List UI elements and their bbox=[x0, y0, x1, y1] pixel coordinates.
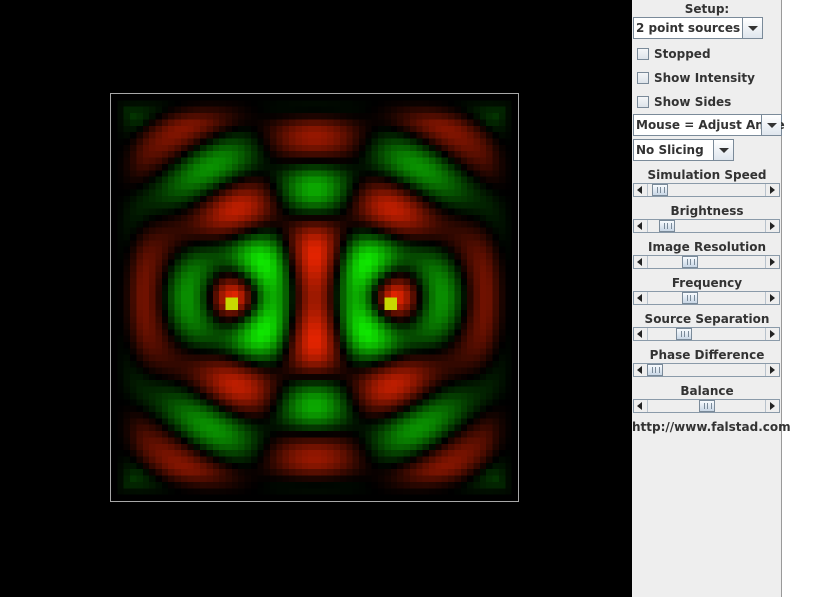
grip-icon bbox=[681, 331, 690, 337]
setup-dropdown-button[interactable] bbox=[742, 18, 762, 38]
arrow-right-icon bbox=[770, 294, 775, 302]
scroll-left-button[interactable] bbox=[634, 400, 648, 412]
wave-field-viewport[interactable] bbox=[110, 93, 519, 502]
arrow-left-icon bbox=[637, 366, 642, 374]
slider-track[interactable] bbox=[648, 400, 765, 412]
arrow-right-icon bbox=[770, 258, 775, 266]
scroll-right-button[interactable] bbox=[765, 364, 779, 376]
grip-icon bbox=[687, 295, 696, 301]
arrow-right-icon bbox=[770, 222, 775, 230]
slider-thumb[interactable] bbox=[647, 364, 664, 376]
scroll-right-button[interactable] bbox=[765, 400, 779, 412]
scroll-right-button[interactable] bbox=[765, 292, 779, 304]
checkbox-label: Stopped bbox=[654, 47, 711, 61]
slider-track[interactable] bbox=[648, 328, 765, 340]
scroll-right-button[interactable] bbox=[765, 328, 779, 340]
scroll-left-button[interactable] bbox=[634, 220, 648, 232]
mouse-mode-value: Mouse = Adjust Angle bbox=[636, 118, 785, 132]
slider-track[interactable] bbox=[647, 364, 765, 376]
setup-label: Setup: bbox=[684, 2, 730, 16]
slicing-dropdown-button[interactable] bbox=[713, 140, 733, 160]
slider-track[interactable] bbox=[648, 292, 765, 304]
scroll-left-button[interactable] bbox=[634, 184, 648, 196]
setup-dropdown[interactable]: 2 point sources bbox=[633, 17, 763, 39]
wave-field-canvas[interactable] bbox=[111, 94, 518, 501]
control-panel: Setup: 2 point sources Stopped Show Inte… bbox=[632, 0, 791, 597]
scroll-left-button[interactable] bbox=[634, 256, 648, 268]
arrow-right-icon bbox=[770, 330, 775, 338]
arrow-left-icon bbox=[637, 258, 642, 266]
slider-thumb[interactable] bbox=[682, 256, 699, 268]
arrow-right-icon bbox=[770, 402, 775, 410]
frequency-slider[interactable] bbox=[633, 291, 780, 305]
scroll-left-button[interactable] bbox=[634, 328, 648, 340]
show-intensity-checkbox[interactable]: Show Intensity bbox=[632, 69, 780, 87]
mouse-mode-dropdown-button[interactable] bbox=[761, 115, 781, 135]
checkbox-box[interactable] bbox=[637, 96, 649, 108]
slider-track[interactable] bbox=[648, 220, 765, 232]
arrow-left-icon bbox=[637, 402, 642, 410]
show-sides-checkbox[interactable]: Show Sides bbox=[632, 93, 780, 111]
source-separation-slider[interactable] bbox=[633, 327, 780, 341]
slider-thumb[interactable] bbox=[698, 400, 715, 412]
checkbox-box[interactable] bbox=[637, 72, 649, 84]
slider-track[interactable] bbox=[648, 256, 765, 268]
scroll-left-button[interactable] bbox=[634, 364, 648, 376]
balance-label: Balance bbox=[680, 384, 734, 398]
arrow-left-icon bbox=[637, 222, 642, 230]
checkbox-label: Show Sides bbox=[654, 95, 732, 109]
setup-dropdown-value: 2 point sources bbox=[636, 21, 741, 35]
source-separation-label: Source Separation bbox=[644, 312, 770, 326]
arrow-left-icon bbox=[637, 330, 642, 338]
slider-thumb[interactable] bbox=[682, 292, 699, 304]
slider-thumb[interactable] bbox=[676, 328, 693, 340]
image-resolution-slider[interactable] bbox=[633, 255, 780, 269]
checkbox-box[interactable] bbox=[637, 48, 649, 60]
simulation-canvas-area[interactable] bbox=[0, 0, 632, 597]
phase-difference-label: Phase Difference bbox=[649, 348, 765, 362]
grip-icon bbox=[703, 403, 712, 409]
slicing-value: No Slicing bbox=[636, 143, 704, 157]
grip-icon bbox=[656, 187, 665, 193]
grip-icon bbox=[663, 223, 672, 229]
arrow-left-icon bbox=[637, 294, 642, 302]
frequency-label: Frequency bbox=[671, 276, 743, 290]
chevron-down-icon bbox=[748, 26, 758, 31]
falstad-link[interactable]: http://www.falstad.com bbox=[632, 420, 791, 434]
slider-track[interactable] bbox=[648, 184, 765, 196]
scroll-left-button[interactable] bbox=[634, 292, 648, 304]
chevron-down-icon bbox=[719, 148, 729, 153]
chevron-down-icon bbox=[767, 123, 777, 128]
checkbox-label: Show Intensity bbox=[654, 71, 755, 85]
grip-icon bbox=[652, 367, 661, 373]
brightness-slider[interactable] bbox=[633, 219, 780, 233]
arrow-right-icon bbox=[770, 366, 775, 374]
mouse-mode-dropdown[interactable]: Mouse = Adjust Angle bbox=[633, 114, 785, 136]
scroll-right-button[interactable] bbox=[765, 220, 779, 232]
arrow-left-icon bbox=[637, 186, 642, 194]
slider-thumb[interactable] bbox=[658, 220, 675, 232]
phase-difference-slider[interactable] bbox=[633, 363, 780, 377]
balance-slider[interactable] bbox=[633, 399, 780, 413]
simulation-speed-label: Simulation Speed bbox=[647, 168, 767, 182]
scroll-right-button[interactable] bbox=[765, 184, 779, 196]
grip-icon bbox=[687, 259, 696, 265]
image-resolution-label: Image Resolution bbox=[647, 240, 767, 254]
scroll-right-button[interactable] bbox=[765, 256, 779, 268]
stopped-checkbox[interactable]: Stopped bbox=[632, 45, 780, 63]
slicing-dropdown[interactable]: No Slicing bbox=[633, 139, 734, 161]
arrow-right-icon bbox=[770, 186, 775, 194]
slider-thumb[interactable] bbox=[651, 184, 668, 196]
brightness-label: Brightness bbox=[670, 204, 744, 218]
simulation-speed-slider[interactable] bbox=[633, 183, 780, 197]
